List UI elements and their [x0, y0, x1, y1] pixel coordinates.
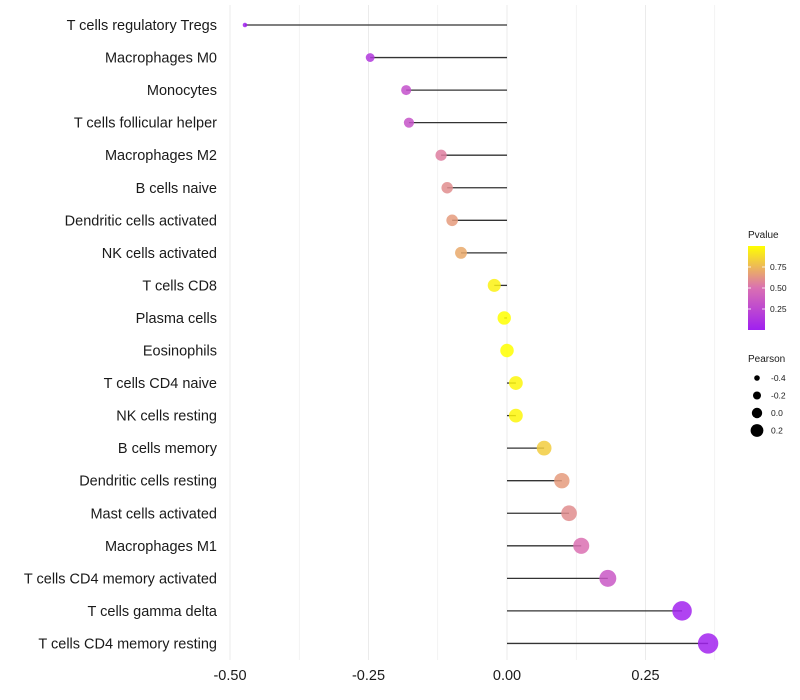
colorbar-tick-label: 0.75: [770, 262, 787, 272]
y-tick-label: Monocytes: [147, 83, 217, 99]
colorbar-tick-label: 0.25: [770, 304, 787, 314]
pearson-legend-title: Pearson: [748, 354, 785, 365]
grid-lines: [229, 5, 716, 660]
data-point: [508, 408, 523, 423]
size-legend-label: 0.0: [771, 408, 783, 418]
data-point: [401, 85, 412, 96]
y-tick-label: T cells CD8: [142, 278, 217, 294]
size-legend-key: [753, 391, 761, 400]
data-point: [599, 569, 617, 587]
pearson-legend: Pearson -0.4 -0.2 0.0 0.2: [748, 354, 786, 437]
points: [242, 22, 719, 654]
data-point: [242, 22, 248, 28]
y-tick-label: Macrophages M1: [105, 539, 217, 555]
data-point: [536, 440, 552, 456]
data-point: [497, 311, 511, 325]
x-tick-label: -0.50: [213, 668, 246, 684]
size-legend-label: 0.2: [771, 426, 783, 436]
y-tick-label: Mast cells activated: [90, 506, 217, 522]
pvalue-colorbar: [748, 246, 765, 330]
x-tick-label: -0.25: [352, 668, 385, 684]
size-legend-key: [750, 424, 764, 437]
data-point: [500, 343, 514, 358]
size-legend-key: [751, 407, 763, 419]
data-point: [672, 601, 692, 621]
data-point: [446, 214, 458, 227]
size-legend-label: -0.2: [771, 391, 786, 401]
data-point: [573, 537, 590, 554]
size-legend-key: [754, 375, 760, 381]
data-point: [403, 117, 415, 128]
y-tick-label: T cells gamma delta: [88, 604, 218, 620]
y-tick-label: T cells CD4 memory resting: [38, 636, 217, 652]
x-tick-label: 0.00: [493, 668, 521, 684]
y-tick-label: T cells follicular helper: [74, 116, 217, 132]
y-tick-label: B cells memory: [118, 441, 218, 457]
y-tick-label: Dendritic cells activated: [65, 213, 217, 229]
x-axis-labels: -0.50 -0.25 0.00 0.25: [213, 668, 659, 684]
data-point: [697, 633, 719, 654]
stems: [244, 24, 709, 645]
y-tick-label: NK cells activated: [102, 246, 217, 262]
colorbar-tick-label: 0.50: [770, 283, 787, 293]
y-tick-label: Macrophages M2: [105, 148, 217, 164]
y-tick-label: T cells CD4 memory activated: [24, 571, 217, 587]
data-point: [508, 376, 523, 390]
y-tick-label: Plasma cells: [136, 311, 217, 327]
data-point: [487, 278, 501, 292]
y-tick-label: T cells CD4 naive: [104, 376, 217, 392]
y-tick-label: T cells regulatory Tregs: [67, 18, 217, 34]
data-point: [455, 246, 467, 259]
y-tick-label: Macrophages M0: [105, 51, 217, 67]
data-point: [554, 473, 570, 489]
y-tick-label: NK cells resting: [116, 409, 217, 425]
pvalue-legend-title: Pvalue: [748, 230, 779, 241]
x-tick-label: 0.25: [631, 668, 659, 684]
data-point: [561, 505, 577, 522]
y-tick-label: B cells naive: [136, 181, 217, 197]
y-tick-label: Dendritic cells resting: [79, 474, 217, 490]
data-point: [435, 149, 447, 161]
size-legend-label: -0.4: [771, 373, 786, 383]
data-point: [365, 53, 375, 62]
pvalue-legend: Pvalue 0.25 0.50 0.75: [748, 230, 787, 330]
data-point: [441, 182, 453, 194]
y-axis-labels: T cells regulatory Tregs Macrophages M0 Mo…: [24, 18, 218, 652]
y-tick-label: Eosinophils: [143, 344, 217, 360]
